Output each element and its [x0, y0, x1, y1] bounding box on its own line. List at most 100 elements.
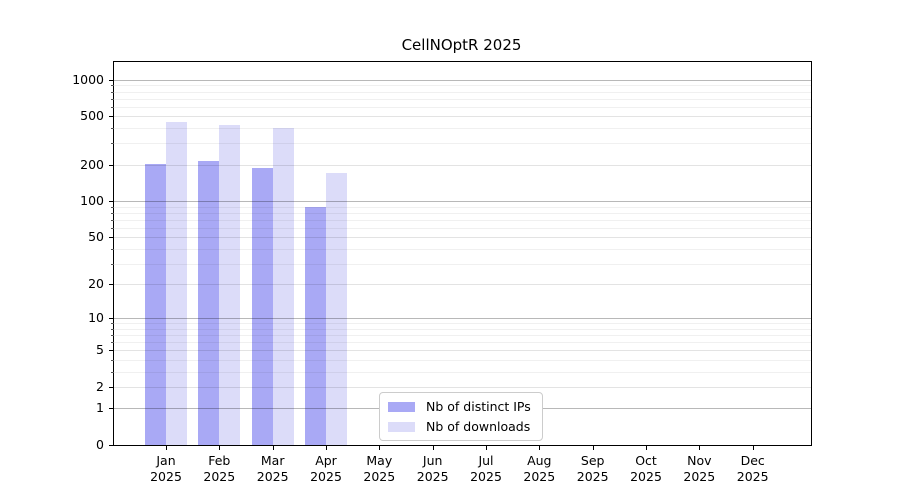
x-label-year: 2025: [736, 469, 769, 484]
x-label-year: 2025: [203, 469, 236, 484]
y-tick-label-50: 50: [88, 229, 104, 245]
bar-mar-distinct-ips: [251, 168, 273, 445]
y-axis-tick: [109, 237, 114, 239]
y-axis-minor-tick: [111, 219, 114, 221]
y-tick-label-1000: 1000: [72, 71, 104, 87]
x-axis-tick: [326, 446, 327, 450]
x-axis-tick: [272, 446, 274, 450]
gridline-minor: [114, 91, 811, 93]
x-label-month: May: [366, 453, 393, 468]
legend-label-downloads: Nb of downloads: [426, 419, 531, 434]
x-axis-tick: [166, 446, 167, 450]
y-tick-label-0: 0: [96, 437, 104, 452]
gridline-minor: [114, 85, 811, 87]
x-tick-label-dec: Dec 2025: [721, 453, 785, 485]
x-tick-label-nov: Nov 2025: [667, 453, 731, 485]
y-tick-label-5: 5: [96, 342, 104, 358]
y-axis-minor-tick: [111, 143, 114, 145]
bar-jan-downloads: [166, 121, 187, 445]
plot-area: Nb of distinct IPs Nb of downloads 0 1 2 5 1…: [72, 61, 812, 484]
x-tick-label-aug: Aug 2025: [507, 453, 571, 485]
x-label-month: Apr: [315, 453, 337, 468]
x-label-year: 2025: [363, 469, 396, 484]
x-tick-label-feb: Feb 2025: [187, 453, 251, 485]
legend-swatch-distinct-ips: [388, 401, 415, 412]
y-axis-minor-tick: [111, 323, 114, 325]
y-axis-tick: [109, 116, 114, 118]
x-label-month: Sep: [580, 453, 605, 468]
y-tick-label-20: 20: [88, 276, 104, 292]
y-axis-minor-tick: [111, 359, 114, 361]
x-axis-tick: [592, 446, 594, 450]
y-axis-minor-tick: [111, 206, 114, 208]
gridline-minor: [114, 116, 811, 118]
bar-mar-downloads: [272, 128, 294, 445]
x-label-year: 2025: [150, 469, 182, 484]
y-axis-minor-tick: [111, 91, 114, 93]
x-tick-label-jun: Jun 2025: [401, 453, 465, 485]
x-label-year: 2025: [256, 469, 289, 484]
gridline-major: [114, 79, 811, 81]
x-label-month: Aug: [527, 453, 552, 468]
gridline-minor: [114, 98, 811, 100]
gridline-minor: [114, 106, 811, 108]
y-axis-minor-tick: [111, 342, 114, 344]
y-axis-tick: [109, 284, 114, 286]
x-label-year: 2025: [310, 469, 342, 484]
y-tick-label-500: 500: [80, 108, 104, 124]
x-tick-label-jul: Jul 2025: [454, 453, 518, 485]
legend-item-distinct-ips: Nb of distinct IPs: [388, 399, 531, 414]
y-axis-minor-tick: [111, 227, 114, 229]
y-tick-label-200: 200: [80, 156, 104, 172]
bar-apr-distinct-ips: [305, 206, 326, 445]
y-tick-label-10: 10: [88, 310, 104, 326]
y-axis-minor-tick: [111, 335, 114, 337]
x-tick-label-sep: Sep 2025: [561, 453, 625, 485]
x-label-month: Nov: [687, 453, 712, 468]
x-label-month: Jan: [156, 453, 176, 468]
legend-item-downloads: Nb of downloads: [388, 419, 531, 434]
y-axis-tick: [109, 350, 114, 352]
y-axis-minor-tick: [111, 106, 114, 108]
x-label-year: 2025: [416, 469, 449, 484]
x-label-year: 2025: [470, 469, 502, 484]
x-axis-tick: [219, 446, 221, 450]
x-label-month: Jul: [478, 453, 494, 468]
y-axis-tick: [109, 386, 114, 388]
x-tick-label-apr: Apr 2025: [294, 453, 358, 485]
y-axis-minor-tick: [111, 248, 114, 250]
x-label-year: 2025: [683, 469, 716, 484]
y-axis-minor-tick: [111, 328, 114, 330]
x-label-year: 2025: [630, 469, 662, 484]
y-axis-tick: [109, 164, 114, 166]
y-axis-minor-tick: [111, 98, 114, 100]
y-axis-minor-tick: [111, 371, 114, 373]
x-axis-tick: [432, 446, 434, 450]
legend-label-distinct-ips: Nb of distinct IPs: [426, 399, 531, 414]
x-axis-tick: [752, 446, 754, 450]
x-axis-tick: [379, 446, 381, 450]
bar-jan-distinct-ips: [145, 163, 166, 445]
x-axis-tick: [486, 446, 487, 450]
x-tick-label-mar: Mar 2025: [241, 453, 305, 485]
x-label-month: Jun: [422, 453, 443, 468]
x-label-year: 2025: [523, 469, 556, 484]
x-axis-tick: [539, 446, 541, 450]
y-axis-minor-tick: [111, 85, 114, 87]
x-label-month: Mar: [260, 453, 285, 468]
x-tick-label-jan: Jan 2025: [134, 453, 198, 485]
x-label-year: 2025: [576, 469, 609, 484]
y-axis-tick: [109, 201, 114, 202]
x-label-month: Feb: [208, 453, 231, 468]
x-tick-label-may: May 2025: [347, 453, 411, 485]
x-axis-tick: [646, 446, 647, 450]
y-axis-tick: [109, 318, 114, 320]
x-axis-tick: [699, 446, 701, 450]
y-tick-label-100: 100: [80, 193, 104, 208]
y-axis-minor-tick: [111, 212, 114, 214]
chart-title: CellNOptR 2025: [401, 36, 522, 54]
legend: Nb of distinct IPs Nb of downloads: [379, 392, 543, 441]
legend-swatch-downloads: [388, 421, 415, 432]
bar-apr-downloads: [326, 173, 347, 445]
